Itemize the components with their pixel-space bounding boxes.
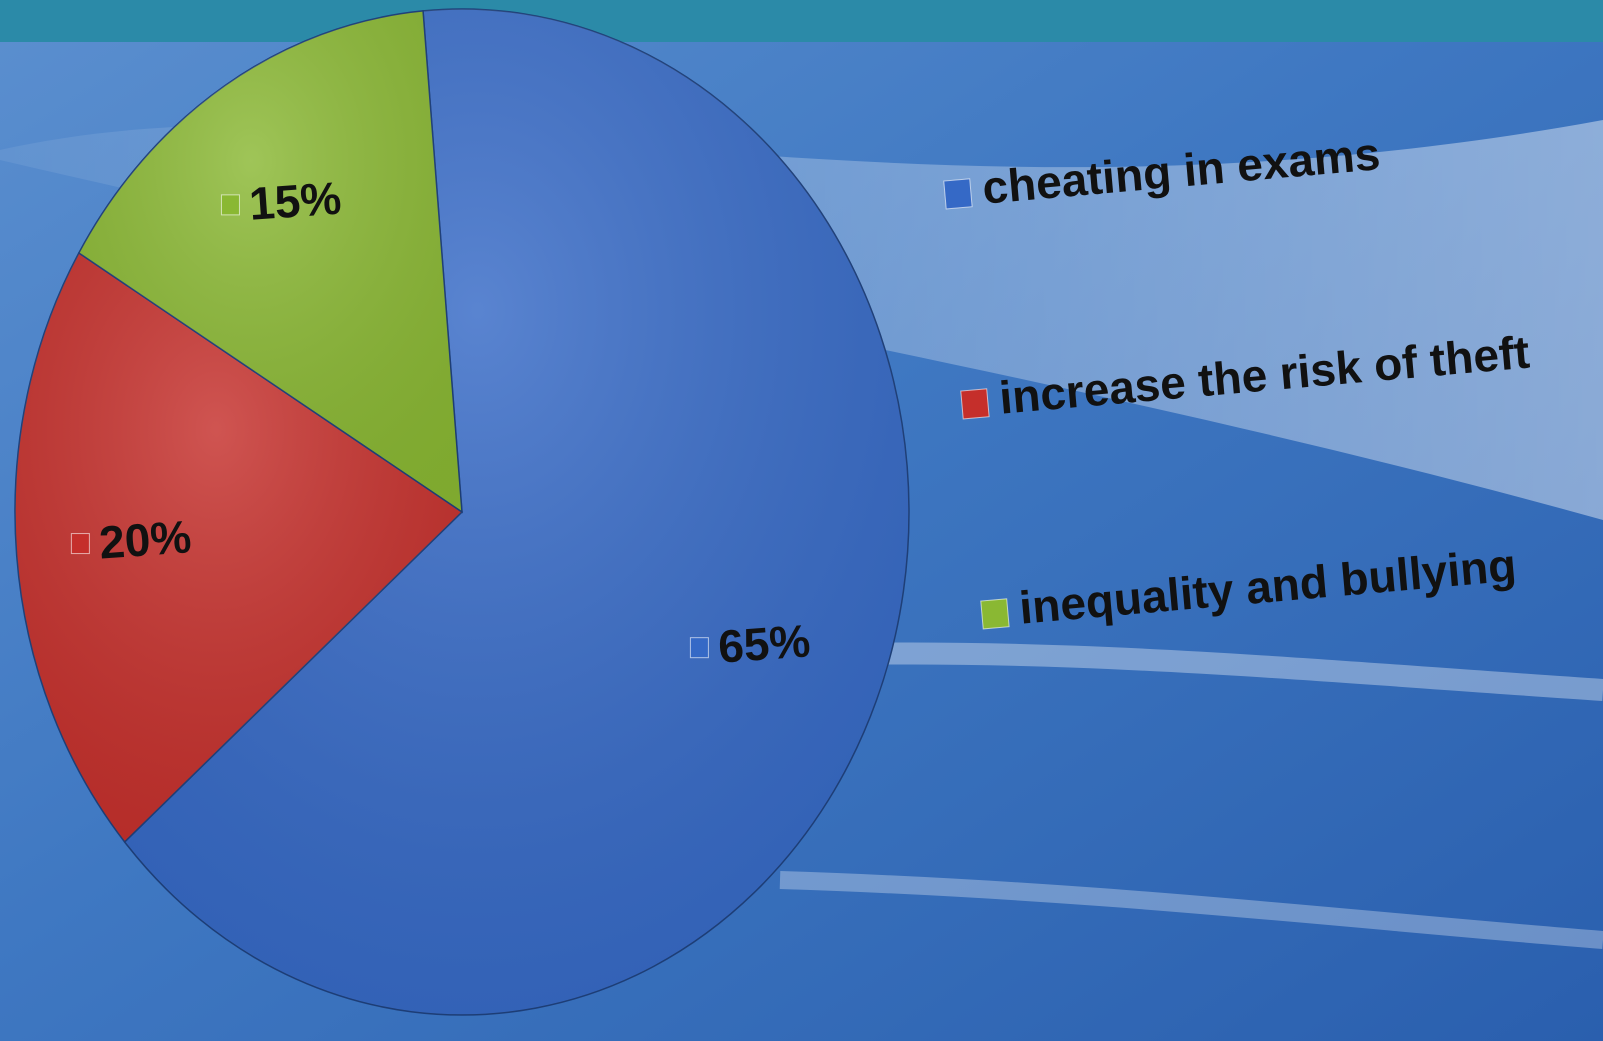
data-label: 65% <box>716 614 811 672</box>
pie-slice-shine <box>78 10 462 513</box>
pie <box>14 8 910 1016</box>
pie-slice-shine <box>124 8 909 1016</box>
label-marker <box>689 637 709 659</box>
legend-swatch <box>943 178 973 210</box>
background-glow <box>779 871 1603 949</box>
data-label: 15% <box>247 172 342 230</box>
label-marker <box>220 194 240 216</box>
pie-slice-shine <box>15 252 462 842</box>
legend-swatch <box>960 388 990 420</box>
label-marker <box>70 533 90 555</box>
legend-swatch <box>980 598 1010 630</box>
data-label: 20% <box>97 510 192 568</box>
data-labels: 65% 20% 15% <box>70 172 812 673</box>
header-bar <box>0 0 1603 42</box>
